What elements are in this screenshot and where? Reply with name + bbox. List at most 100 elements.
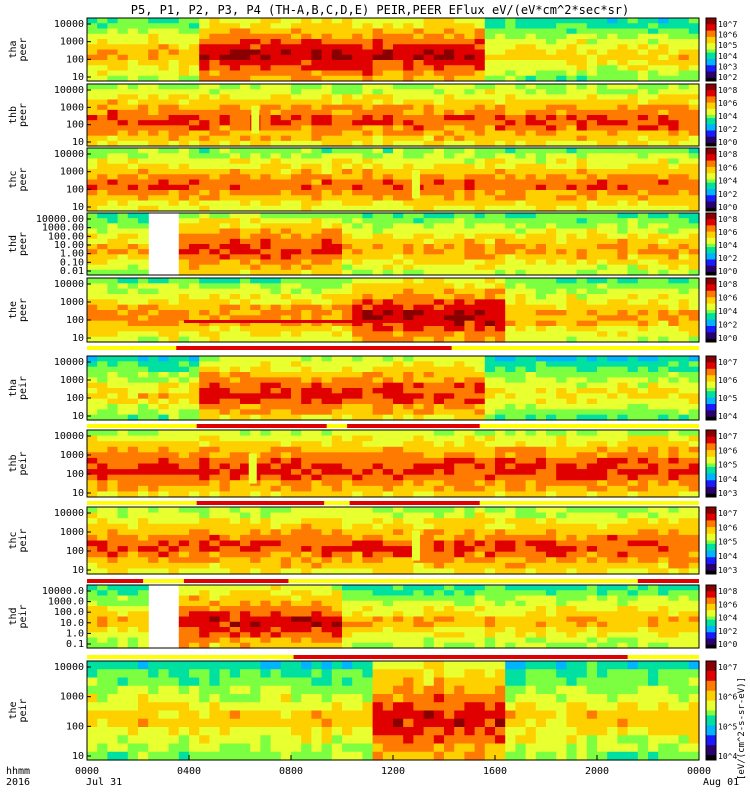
spectrogram-cell [413, 310, 425, 316]
spectrogram-cell [168, 148, 180, 154]
spectrogram-cell [158, 331, 170, 338]
spectrogram-cell [382, 94, 394, 101]
spectrogram-cell [678, 283, 690, 290]
spectrogram-cell [107, 326, 119, 332]
spectrogram-cell [444, 130, 455, 137]
spectrogram-cell [474, 228, 486, 235]
spectrogram-cell [495, 49, 506, 56]
spectrogram-cell [382, 153, 394, 160]
spectrogram-cell [189, 218, 200, 224]
spectrogram-cell [627, 49, 639, 56]
spectrogram-cell [219, 140, 231, 147]
spectrogram-cell [138, 315, 149, 322]
colorbar-tick-label: 10^6 [718, 163, 737, 172]
spectrogram-cell [433, 288, 445, 295]
spectrogram-cell [637, 135, 649, 142]
spectrogram-cell [138, 120, 149, 126]
colorbar-tick-label: 10^4 [718, 241, 737, 250]
spectrogram-cell [495, 238, 506, 245]
spectrogram-cell [107, 238, 119, 245]
spectrogram-cell [301, 54, 312, 61]
spectrogram-cell [280, 377, 292, 384]
spectrogram-cell [311, 446, 323, 453]
spectrogram-cell [525, 84, 537, 90]
spectrogram-cell [525, 320, 537, 327]
spectrogram-cell [637, 75, 649, 82]
spectrogram-cell [240, 120, 251, 126]
spectrogram-cell [117, 269, 129, 276]
spectrogram-cell [219, 205, 231, 212]
spectrogram-cell [107, 135, 119, 142]
spectrogram-cell [607, 361, 618, 368]
spectrogram-cell [413, 205, 425, 212]
spectrogram-cell [148, 372, 159, 378]
spectrogram-cell [127, 430, 139, 437]
spectrogram-cell [525, 288, 537, 295]
spectrogram-cell [505, 404, 516, 410]
spectrogram-cell [240, 23, 251, 30]
spectrogram-cell [87, 99, 98, 106]
spectrogram-cell [260, 474, 272, 481]
spectrogram-cell [566, 44, 578, 51]
spectrogram-cell [209, 104, 221, 111]
spectrogram-cell [107, 44, 119, 51]
spectrogram-cell [117, 283, 129, 290]
spectrogram-cell [617, 254, 629, 261]
spectrogram-cell [433, 135, 445, 142]
spectrogram-cell [556, 320, 567, 327]
spectrogram-cell [301, 84, 312, 90]
spectrogram-cell [637, 414, 649, 421]
spectrogram-cell [301, 463, 312, 470]
spectrogram-cell [607, 254, 618, 261]
spectrogram-cell [209, 393, 221, 400]
spectrogram-cell [535, 120, 547, 126]
spectrogram-cell [586, 84, 598, 90]
spectrogram-cell [556, 84, 567, 90]
spectrogram-cell [515, 264, 527, 271]
spectrogram-cell [444, 33, 455, 40]
spectrogram-cell [393, 153, 404, 160]
spectrogram-cell [291, 331, 302, 338]
spectrogram-cell [229, 331, 241, 338]
spectrogram-cell [382, 283, 394, 290]
spectrogram-cell [637, 148, 649, 154]
spectrogram-cell [107, 195, 119, 202]
spectrogram-cell [597, 39, 608, 45]
spectrogram-cell [240, 441, 251, 448]
spectrogram-cell [566, 414, 578, 421]
spectrogram-cell [637, 233, 649, 240]
spectrogram-cell [280, 120, 292, 126]
spectrogram-cell [168, 278, 180, 284]
spectrogram-cell [301, 60, 312, 66]
spectrogram-cell [301, 474, 312, 481]
spectrogram-cell [138, 294, 149, 300]
spectrogram-cell [382, 84, 394, 90]
spectrogram-cell [229, 366, 241, 373]
spectrogram-cell [444, 179, 455, 186]
spectrogram-cell [495, 388, 506, 394]
spectrogram-cell [240, 474, 251, 481]
spectrogram-cell [393, 254, 404, 261]
spectrogram-cell [484, 33, 496, 40]
spectrogram-cell [97, 65, 108, 72]
spectrogram-cell [117, 223, 129, 230]
spectrogram-cell [362, 115, 374, 121]
spectrogram-cell [178, 158, 190, 165]
spectrogram-cell [648, 174, 659, 181]
spectrogram-cell [199, 441, 210, 448]
spectrogram-cell [637, 39, 649, 45]
spectrogram-cell [107, 469, 119, 476]
spectrogram-cell [413, 283, 425, 290]
spectrogram-cell [597, 49, 608, 56]
spectrogram-cell [240, 18, 251, 24]
spectrogram-cell [148, 474, 159, 481]
spectrogram-cell [413, 120, 425, 126]
spectrogram-cell [454, 44, 465, 51]
spectrogram-cell [372, 254, 384, 261]
spectrogram-cell [617, 148, 629, 154]
spectrogram-cell [331, 377, 343, 384]
spectrogram-cell [127, 213, 139, 219]
spectrogram-cell [158, 382, 170, 389]
spectrogram-cell [658, 205, 669, 212]
spectrogram-cell [352, 299, 363, 306]
